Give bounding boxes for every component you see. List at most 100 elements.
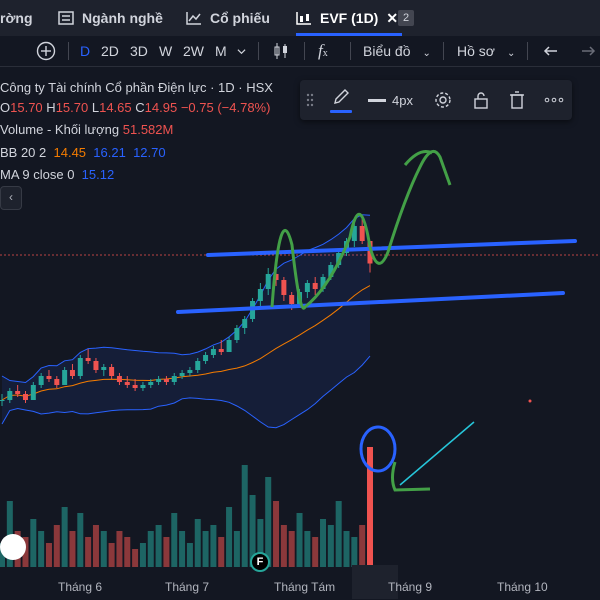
- volume-bar: [194, 519, 201, 567]
- drawn-arrow-stroke[interactable]: [391, 461, 431, 492]
- tab-industry[interactable]: Ngành nghề: [58, 0, 163, 36]
- fx-label: f: [318, 41, 323, 60]
- x-axis-month-9: Tháng 9: [388, 580, 433, 594]
- candles-type-icon[interactable]: [271, 41, 291, 61]
- chevron-down-icon[interactable]: [237, 47, 246, 56]
- candle-body: [203, 355, 209, 361]
- volume-bar: [280, 525, 287, 567]
- symbol-title: Công ty Tài chính Cổ phần Điện lực · 1D …: [0, 80, 273, 95]
- tab-market[interactable]: rờng: [0, 0, 33, 36]
- pencil-icon[interactable]: [331, 87, 351, 107]
- candle-body: [30, 385, 36, 400]
- candle-body: [304, 283, 310, 292]
- candle-body: [320, 277, 326, 289]
- volume-bar: [139, 543, 146, 567]
- volume-bar: [320, 519, 327, 567]
- candle-body: [54, 379, 60, 385]
- timeframe-m[interactable]: M: [215, 43, 227, 59]
- lock-icon[interactable]: [471, 90, 491, 110]
- candle-body: [38, 376, 44, 385]
- candle-body: [234, 328, 240, 340]
- close-icon[interactable]: ✕: [386, 9, 399, 26]
- indicators-fx-icon[interactable]: fx: [318, 41, 328, 60]
- volume-bar: [116, 531, 123, 567]
- tab-label: EVF (1D): [320, 10, 379, 26]
- bb-legend[interactable]: BB 20 2 14.45 16.21 12.70: [0, 145, 166, 160]
- undo-icon[interactable]: [541, 41, 561, 61]
- low-value: 14.65: [99, 100, 132, 115]
- tab-count-badge: 2: [398, 10, 414, 26]
- profile-dropdown[interactable]: Hồ sơ ⌄: [457, 36, 515, 66]
- open-value: 15.70: [10, 100, 43, 115]
- timeframe-3d[interactable]: 3D: [130, 43, 148, 59]
- chevron-left-icon: ‹: [9, 190, 13, 204]
- timeframe-2d[interactable]: 2D: [101, 43, 119, 59]
- candle-body: [93, 361, 99, 370]
- pencil-color-swatch[interactable]: [330, 110, 352, 113]
- candle-body: [77, 358, 83, 376]
- volume-bar: [335, 501, 342, 567]
- symbol-title-row: Công ty Tài chính Cổ phần Điện lực · 1D …: [0, 80, 273, 95]
- volume-bar: [100, 531, 107, 567]
- drag-handle-icon[interactable]: [306, 93, 314, 107]
- candle-body: [101, 367, 107, 370]
- ma-label: MA 9 close 0: [0, 167, 75, 182]
- close-label: C: [135, 100, 145, 115]
- candles-icon: [296, 12, 311, 25]
- tradingview-logo[interactable]: [0, 534, 26, 560]
- add-symbol-icon[interactable]: [36, 41, 56, 61]
- gear-icon[interactable]: [433, 90, 453, 110]
- drawn-arrow-head[interactable]: [403, 150, 433, 166]
- volume-bar: [77, 513, 84, 567]
- candle-body: [226, 340, 232, 352]
- timeframe-2w[interactable]: 2W: [183, 43, 204, 59]
- drawn-volume-circle[interactable]: [359, 425, 397, 473]
- volume-bar: [38, 531, 45, 567]
- volume-bar: [312, 537, 319, 567]
- candle-body: [85, 358, 91, 361]
- x-axis-month-10: Tháng 10: [497, 580, 548, 594]
- volume-bar: [45, 543, 52, 567]
- volume-legend[interactable]: Volume - Khối lượng 51.582M: [0, 122, 173, 137]
- price-chart[interactable]: [0, 67, 600, 600]
- volume-bar: [218, 537, 225, 567]
- chart-type-label: Biểu đồ: [363, 43, 411, 59]
- candle-body: [265, 274, 271, 289]
- timeframe-d[interactable]: D: [80, 43, 91, 59]
- change-value: −0.75 (−4.78%): [180, 100, 271, 115]
- candle-body: [257, 289, 263, 301]
- volume-bar: [296, 513, 303, 567]
- tab-evf[interactable]: EVF (1D) ✕: [296, 0, 403, 36]
- drawn-support-line[interactable]: [176, 291, 565, 314]
- profile-label: Hồ sơ: [457, 43, 495, 59]
- candle-body: [132, 385, 138, 388]
- close-value: 14.95: [144, 100, 178, 115]
- tab-label: rờng: [0, 10, 33, 26]
- chevron-down-icon: ⌄: [422, 48, 431, 59]
- volume-bar: [179, 531, 186, 567]
- redo-icon[interactable]: [578, 41, 598, 61]
- more-icon[interactable]: [544, 90, 564, 110]
- trash-icon[interactable]: [507, 90, 527, 110]
- volume-bar: [273, 501, 280, 567]
- low-label: L: [91, 100, 100, 115]
- drawn-trend-curve[interactable]: [270, 149, 452, 310]
- drawn-resistance-line[interactable]: [206, 239, 577, 257]
- volume-label: Volume - Khối lượng: [0, 122, 120, 137]
- collapse-legend-button[interactable]: ‹: [0, 186, 22, 210]
- drawn-pointer-line[interactable]: [399, 421, 475, 486]
- volume-bar: [367, 447, 373, 567]
- candle-body: [15, 391, 21, 394]
- timeframe-w[interactable]: W: [159, 43, 173, 59]
- candle-body: [281, 280, 287, 295]
- line-width-button[interactable]: 4px: [368, 90, 413, 110]
- chart-type-dropdown[interactable]: Biểu đồ ⌄: [363, 36, 431, 66]
- volume-bar: [85, 537, 92, 567]
- drawn-dot[interactable]: [528, 399, 532, 403]
- tab-stocks[interactable]: Cổ phiếu: [186, 0, 270, 36]
- event-marker[interactable]: F: [250, 552, 270, 572]
- volume-bar: [171, 513, 178, 567]
- tab-bar: rờng Ngành nghề Cổ phiếu EVF (1D) ✕ 2: [0, 0, 600, 37]
- ma-legend[interactable]: MA 9 close 0 15.12: [0, 167, 114, 182]
- volume-bar: [30, 519, 37, 567]
